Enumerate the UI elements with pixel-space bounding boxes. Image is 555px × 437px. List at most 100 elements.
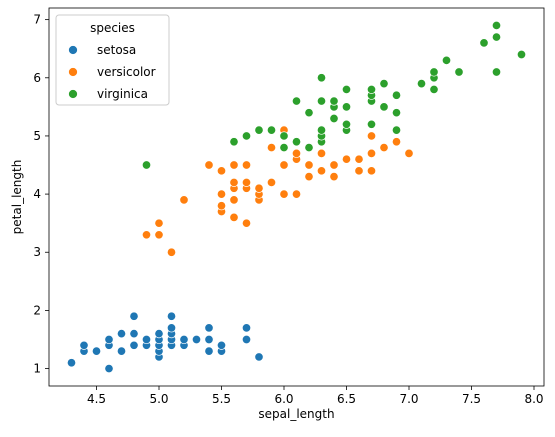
- data-point-virginica-10: [304, 108, 314, 118]
- x-tick-label: 4.5: [87, 392, 106, 406]
- data-point-versicolor-39: [354, 154, 364, 164]
- data-point-virginica-36: [441, 55, 452, 65]
- x-tick-label: 5.5: [212, 392, 231, 406]
- data-point-setosa-27: [204, 346, 214, 356]
- data-point-versicolor-23: [266, 143, 277, 153]
- y-tick-label: 7: [33, 13, 41, 27]
- data-point-virginica-0: [141, 160, 152, 170]
- data-point-virginica-42: [516, 49, 527, 60]
- data-point-versicolor-37: [341, 154, 352, 164]
- legend-box: [55, 14, 170, 106]
- data-point-setosa-28: [204, 334, 214, 345]
- data-point-virginica-20: [341, 119, 352, 129]
- data-point-versicolor-30: [304, 172, 314, 182]
- data-point-versicolor-14: [229, 160, 239, 170]
- data-point-versicolor-24: [279, 189, 289, 199]
- data-point-virginica-35: [429, 67, 439, 77]
- data-point-versicolor-43: [379, 143, 389, 153]
- data-point-virginica-8: [291, 96, 302, 106]
- data-point-setosa-2: [79, 340, 89, 350]
- data-point-setosa-8: [116, 329, 127, 339]
- x-tick-label: 8.0: [524, 392, 543, 406]
- legend-marker-versicolor: [68, 67, 78, 77]
- legend-title: species: [90, 21, 135, 35]
- data-point-virginica-39: [491, 67, 502, 77]
- y-tick-label: 2: [33, 303, 41, 317]
- data-point-setosa-10: [129, 329, 139, 339]
- data-points: [66, 20, 527, 374]
- data-point-versicolor-11: [229, 195, 239, 205]
- data-point-versicolor-13: [229, 177, 239, 188]
- data-point-versicolor-36: [329, 160, 339, 170]
- data-point-virginica-32: [416, 79, 427, 89]
- data-point-virginica-18: [329, 96, 339, 106]
- data-point-versicolor-18: [241, 160, 252, 170]
- data-point-setosa-26: [191, 334, 202, 345]
- data-point-versicolor-21: [254, 183, 264, 193]
- data-point-virginica-6: [279, 131, 289, 141]
- data-point-setosa-9: [129, 340, 139, 350]
- data-point-setosa-32: [241, 334, 252, 345]
- x-axis-ticks: 4.5 5.0 5.5 6.0 6.5 7.0 7.5 8.0: [87, 386, 544, 406]
- data-point-virginica-5: [279, 143, 289, 153]
- data-point-versicolor-35: [329, 172, 339, 182]
- data-point-virginica-33: [429, 84, 439, 94]
- data-point-setosa-4: [104, 364, 114, 374]
- data-point-virginica-23: [366, 119, 377, 129]
- data-point-versicolor-32: [316, 166, 327, 176]
- data-point-virginica-3: [254, 125, 264, 135]
- data-point-versicolor-2: [154, 218, 164, 228]
- legend: species setosa versicolor virginica: [55, 14, 170, 106]
- data-point-versicolor-31: [304, 160, 314, 170]
- data-point-virginica-37: [454, 67, 464, 77]
- y-tick-label: 6: [33, 71, 41, 85]
- data-point-virginica-15: [316, 73, 327, 83]
- data-point-versicolor-25: [279, 160, 289, 170]
- data-point-virginica-2: [241, 131, 252, 141]
- data-point-versicolor-22: [266, 177, 277, 188]
- data-point-versicolor-45: [404, 148, 414, 158]
- plot-frame: [48, 7, 545, 387]
- data-point-virginica-16: [329, 113, 339, 124]
- data-point-versicolor-3: [166, 247, 177, 257]
- x-tick-label: 7.5: [462, 392, 481, 406]
- data-point-versicolor-7: [216, 201, 227, 211]
- legend-label-virginica: virginica: [97, 87, 148, 101]
- data-point-versicolor-15: [241, 218, 252, 228]
- data-point-versicolor-41: [366, 148, 377, 158]
- data-point-versicolor-10: [229, 212, 239, 222]
- data-point-setosa-34: [254, 352, 264, 362]
- data-point-setosa-18: [154, 329, 164, 339]
- data-point-setosa-11: [129, 311, 139, 321]
- data-point-versicolor-5: [204, 160, 214, 170]
- data-point-setosa-29: [204, 323, 214, 333]
- data-point-versicolor-8: [216, 189, 227, 199]
- x-tick-label: 6.5: [337, 392, 356, 406]
- data-point-setosa-25: [179, 334, 189, 345]
- x-tick-label: 5.0: [149, 392, 168, 406]
- y-tick-label: 5: [33, 129, 41, 143]
- legend-marker-virginica: [68, 89, 78, 99]
- data-point-virginica-41: [491, 20, 502, 30]
- data-point-virginica-27: [379, 102, 389, 112]
- data-point-virginica-38: [479, 38, 489, 48]
- data-point-virginica-29: [391, 125, 402, 135]
- data-point-versicolor-17: [241, 177, 252, 188]
- y-tick-label: 1: [33, 362, 41, 376]
- data-point-setosa-13: [141, 334, 152, 345]
- data-point-setosa-6: [104, 334, 114, 345]
- data-point-setosa-3: [91, 346, 102, 356]
- data-point-virginica-1: [229, 137, 239, 147]
- legend-marker-setosa: [68, 45, 78, 55]
- data-point-virginica-31: [391, 90, 402, 100]
- legend-label-versicolor: versicolor: [97, 65, 156, 79]
- data-point-virginica-26: [366, 84, 377, 94]
- data-point-versicolor-4: [179, 195, 189, 205]
- data-point-virginica-4: [266, 125, 277, 135]
- x-axis-label: sepal_length: [258, 407, 334, 421]
- x-tick-label: 6.0: [274, 392, 293, 406]
- x-tick-label: 7.0: [399, 392, 418, 406]
- legend-items: setosa versicolor virginica: [68, 43, 156, 101]
